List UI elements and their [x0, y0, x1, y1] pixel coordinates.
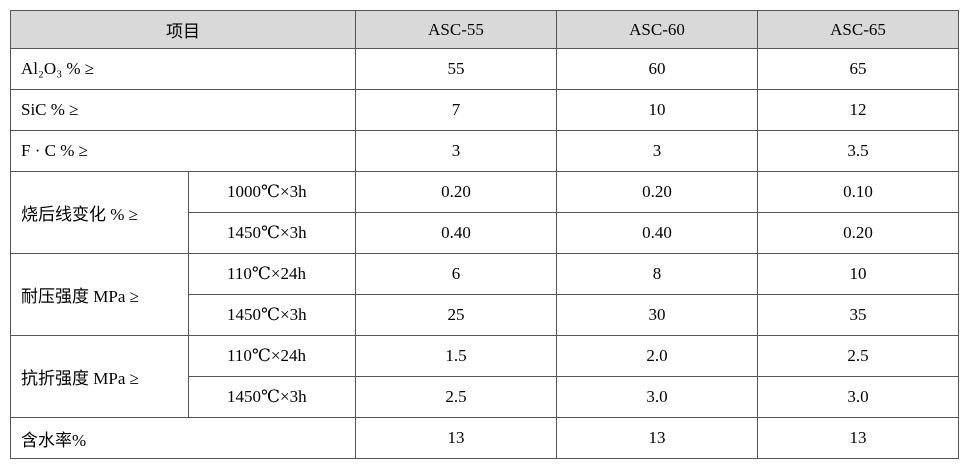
condition-cell: 1000℃×3h [188, 171, 356, 213]
condition-cell: 1450℃×3h [188, 212, 356, 254]
table-row: Al₂O₃ % ≥55 60 65 [10, 48, 959, 90]
value-cell: 13 [757, 417, 959, 459]
value-cell: 2.0 [556, 335, 758, 377]
value-cell: 3.5 [757, 130, 959, 172]
value-cell: 2.5 [355, 376, 557, 418]
value-cell: 1.5 [355, 335, 557, 377]
value-cell: 0.20 [355, 171, 557, 213]
value-cell: 35 [757, 294, 959, 336]
value-cell: 13 [556, 417, 758, 459]
condition-cell: 110℃×24h [188, 335, 356, 377]
value-cell: 3 [355, 130, 557, 172]
value-cell: 8 [556, 253, 758, 295]
value-cell: 0.20 [556, 171, 758, 213]
table-row: SiC % ≥7 10 12 [10, 89, 959, 131]
header-cell: ASC-60 [556, 10, 758, 49]
table-row: F · C % ≥3 3 3.5 [10, 130, 959, 172]
condition-cell: 1450℃×3h [188, 376, 356, 418]
value-cell: 0.40 [355, 212, 557, 254]
header-cell: ASC-55 [355, 10, 557, 49]
value-cell: 2.5 [757, 335, 959, 377]
row-label: SiC % ≥ [10, 89, 356, 131]
condition-cell: 110℃×24h [188, 253, 356, 295]
header-cell: 项目 [10, 10, 356, 49]
value-cell: 3 [556, 130, 758, 172]
value-cell: 10 [757, 253, 959, 295]
value-cell: 13 [355, 417, 557, 459]
table-row: 1450℃×3h 2.5 3.0 3.0 [11, 376, 959, 418]
table-body: 项目 ASC-55 ASC-60 ASC-65 Al₂O₃ % ≥55 60 65 SiC %… [10, 10, 959, 459]
table-row: 1450℃×3h 25 30 35 [11, 294, 959, 336]
row-label: 含水率% [10, 417, 356, 459]
row-label: F · C % ≥ [10, 130, 356, 172]
value-cell: 12 [757, 89, 959, 131]
row-label: Al₂O₃ % ≥ [10, 48, 356, 90]
table-row: 项目 ASC-55 ASC-60 ASC-65 [10, 10, 959, 49]
value-cell: 3.0 [757, 376, 959, 418]
value-cell: 0.20 [757, 212, 959, 254]
value-cell: 65 [757, 48, 959, 90]
value-cell: 30 [556, 294, 758, 336]
row-label: 耐压强度 MPa ≥ [10, 253, 189, 336]
value-cell: 6 [355, 253, 557, 295]
value-cell: 10 [556, 89, 758, 131]
table-wrap: 项目 ASC-55 ASC-60 ASC-65 Al₂O₃ % ≥55 60 65 SiC %… [10, 10, 959, 459]
value-cell: 0.40 [556, 212, 758, 254]
table-row: 含水率% 13 13 13 [10, 417, 959, 459]
value-cell: 7 [355, 89, 557, 131]
table-row: 抗折强度 MPa ≥110℃×24h 1.5 2.0 2.5 [10, 335, 959, 418]
spec-table: 项目 ASC-55 ASC-60 ASC-65 Al₂O₃ % ≥55 60 65 SiC %… [10, 10, 959, 459]
value-cell: 3.0 [556, 376, 758, 418]
row-label: 烧后线变化 % ≥ [10, 171, 189, 254]
value-cell: 55 [355, 48, 557, 90]
value-cell: 25 [355, 294, 557, 336]
row-label: 抗折强度 MPa ≥ [10, 335, 189, 418]
table-row: 耐压强度 MPa ≥110℃×24h 6 8 10 [10, 253, 959, 336]
condition-cell: 1450℃×3h [188, 294, 356, 336]
header-cell: ASC-65 [757, 10, 959, 49]
value-cell: 0.10 [757, 171, 959, 213]
value-cell: 60 [556, 48, 758, 90]
table-row: 1450℃×3h 0.40 0.40 0.20 [11, 212, 959, 254]
table-row: 烧后线变化 % ≥1000℃×3h 0.20 0.20 0.10 [10, 171, 959, 254]
